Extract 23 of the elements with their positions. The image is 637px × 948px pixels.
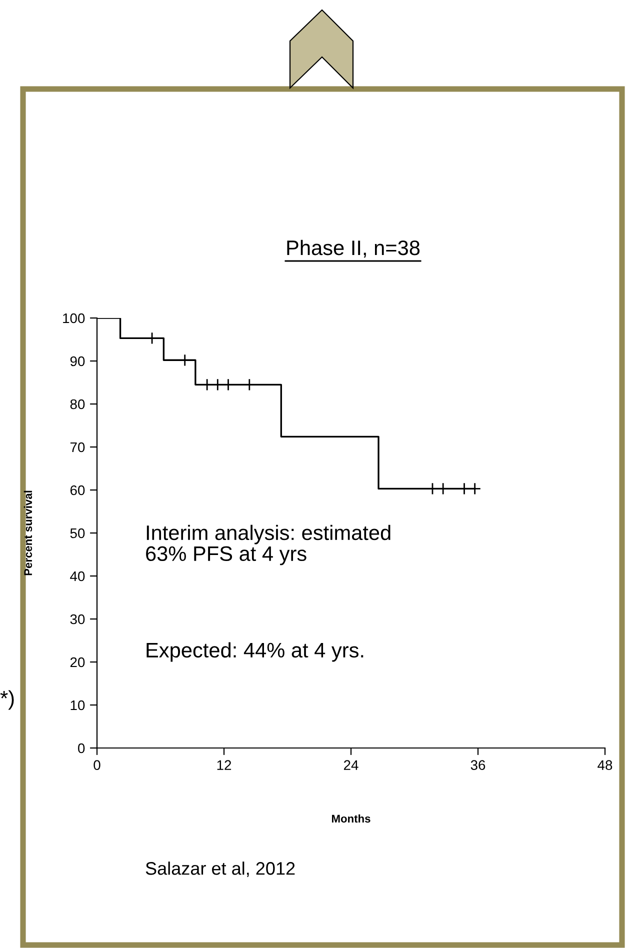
y-tick-label: 20 [70,657,85,668]
y-tick-label: 30 [70,614,85,624]
x-tick-label: 24 [344,760,358,770]
text: *) [0,690,14,710]
text: Salazar et al, 2012 [146,862,295,877]
y-tick-label: 90 [70,356,85,366]
y-tick-label: 100 [63,313,85,324]
annotation: Interim analysis: estimated 63% PFS at 4 yrs [146,524,390,566]
x-tick-label: 0 [94,760,100,770]
x-tick-label: 12 [217,760,232,770]
y-tick-label: 0 [78,743,85,754]
y-tick-label: 40 [70,571,85,582]
chart-title: Phase II, n=38 [287,240,420,258]
y-tick-label: 60 [70,485,85,496]
y-tick-label: 50 [70,528,85,538]
x-tick-label: 36 [470,760,486,770]
y-axis-title: Percent survival [24,490,32,576]
y-tick-label: 10 [70,700,85,710]
x-axis-title: Months [332,814,370,823]
y-tick-label: 70 [70,442,85,452]
y-tick-label: 80 [70,399,85,410]
x-tick-label: 48 [598,760,612,770]
annotation: Expected: 44% at 4 yrs. [146,642,364,662]
